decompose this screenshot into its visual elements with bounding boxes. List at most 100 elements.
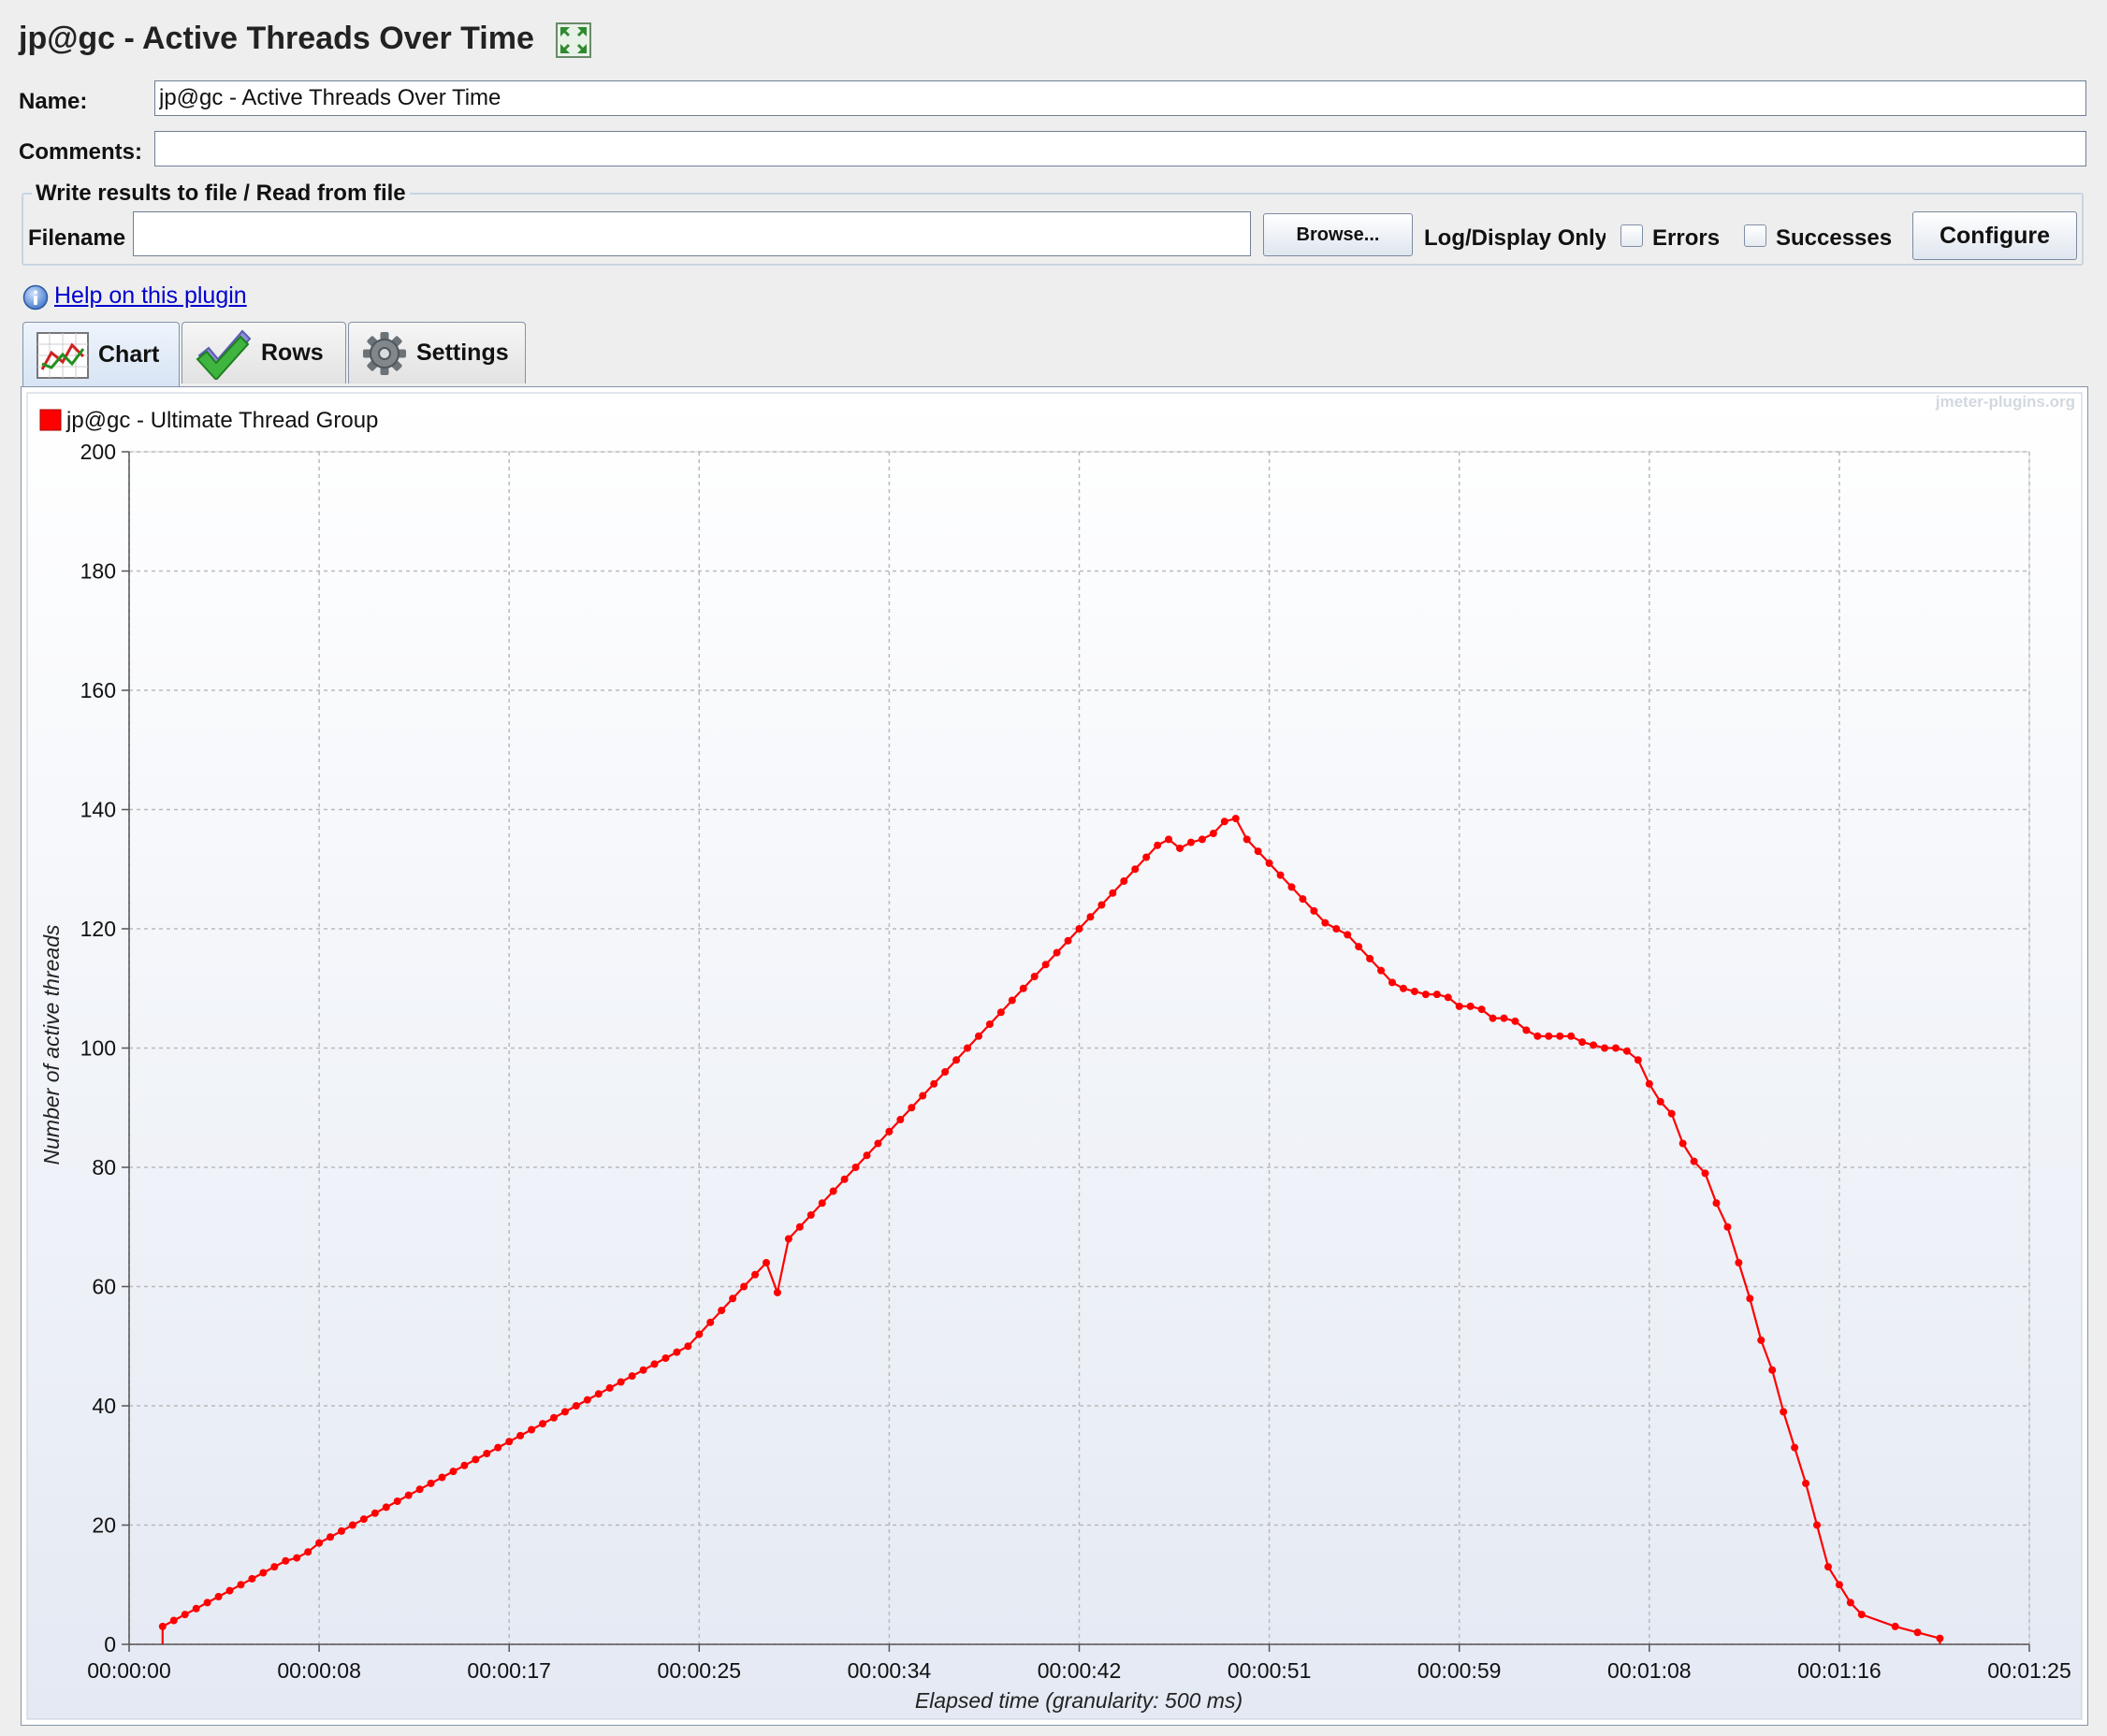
data-point — [795, 1222, 804, 1231]
data-point — [952, 1056, 961, 1064]
data-point — [673, 1348, 681, 1356]
data-point — [282, 1556, 290, 1565]
data-point — [1522, 1026, 1531, 1034]
data-point — [684, 1342, 692, 1351]
data-point — [169, 1616, 178, 1625]
successes-checkbox[interactable] — [1744, 224, 1766, 247]
data-point — [1489, 1014, 1497, 1022]
x-tick-label: 00:00:51 — [1228, 1658, 1312, 1683]
data-point — [1276, 871, 1285, 879]
data-point — [1410, 987, 1418, 995]
errors-checkbox[interactable] — [1620, 224, 1643, 247]
legend-swatch — [39, 409, 62, 431]
data-point — [818, 1199, 826, 1208]
x-tick-label: 00:01:16 — [1797, 1658, 1882, 1683]
y-tick-label: 120 — [80, 917, 116, 941]
data-point — [449, 1468, 458, 1476]
data-point — [617, 1378, 625, 1386]
data-point — [1891, 1622, 1899, 1630]
data-point — [359, 1515, 368, 1524]
x-axis-label: Elapsed time (granularity: 500 ms) — [915, 1688, 1242, 1713]
data-point — [1835, 1581, 1843, 1589]
data-point — [706, 1318, 715, 1326]
data-point — [203, 1599, 211, 1607]
data-point — [1556, 1032, 1564, 1040]
data-point — [729, 1295, 737, 1303]
data-point — [1656, 1097, 1664, 1106]
data-point — [315, 1539, 324, 1547]
data-point — [863, 1151, 871, 1160]
checkmark-icon — [196, 329, 252, 380]
data-point — [1936, 1634, 1944, 1642]
data-point — [393, 1497, 401, 1505]
errors-label: Errors — [1652, 225, 1721, 251]
name-input[interactable] — [154, 80, 2086, 116]
data-point — [1030, 973, 1039, 980]
chart-icon — [36, 331, 89, 379]
configure-button[interactable]: Configure — [1912, 211, 2077, 260]
data-point — [248, 1574, 256, 1583]
name-label: Name: — [19, 89, 88, 114]
window-title: jp@gc - Active Threads Over Time — [19, 21, 534, 56]
help-link[interactable]: Help on this plugin — [54, 282, 247, 309]
data-point — [751, 1270, 760, 1279]
data-point — [1813, 1521, 1822, 1529]
data-point — [1041, 961, 1050, 969]
data-point — [829, 1187, 837, 1195]
data-point — [1432, 991, 1441, 999]
data-point — [1846, 1599, 1854, 1607]
data-point — [1545, 1032, 1553, 1040]
data-point — [1198, 835, 1206, 844]
y-tick-label: 0 — [104, 1632, 116, 1656]
x-tick-label: 00:01:25 — [1987, 1658, 2071, 1683]
data-point — [896, 1116, 905, 1123]
data-point — [1791, 1443, 1799, 1452]
successes-label: Successes — [1776, 225, 1893, 251]
data-point — [1097, 901, 1106, 909]
data-point — [628, 1372, 636, 1381]
watermark: jmeter-plugins.org — [1935, 393, 2075, 411]
data-point — [1075, 925, 1083, 933]
data-point — [1622, 1047, 1631, 1055]
data-point — [605, 1383, 614, 1392]
data-point — [1377, 966, 1386, 975]
data-point — [158, 1622, 167, 1630]
data-point — [483, 1450, 491, 1457]
comments-input[interactable] — [154, 131, 2086, 166]
y-tick-label: 20 — [92, 1513, 116, 1538]
log-display-label: Log/Display Only — [1424, 225, 1606, 251]
data-point — [908, 1104, 916, 1112]
tab-settings[interactable]: Settings — [348, 322, 526, 383]
y-tick-label: 160 — [80, 678, 116, 702]
data-point — [1019, 984, 1027, 992]
filename-label: Filename — [28, 225, 126, 251]
data-point — [1366, 954, 1374, 962]
data-point — [1299, 895, 1307, 904]
data-point — [874, 1139, 882, 1148]
data-point — [337, 1526, 345, 1535]
data-point — [1466, 1002, 1475, 1010]
comments-label: Comments: — [19, 139, 143, 165]
maximize-icon[interactable] — [556, 22, 591, 58]
x-tick-label: 00:00:59 — [1417, 1658, 1502, 1683]
x-tick-label: 00:00:08 — [277, 1658, 361, 1683]
y-tick-label: 180 — [80, 559, 116, 584]
browse-button[interactable]: Browse... — [1263, 213, 1413, 256]
file-section-box — [22, 193, 2084, 266]
data-point — [438, 1473, 446, 1482]
data-point — [773, 1288, 781, 1296]
data-point — [1053, 948, 1061, 957]
tab-rows[interactable]: Rows — [182, 322, 346, 383]
data-point — [528, 1425, 536, 1434]
y-tick-label: 80 — [92, 1155, 116, 1179]
x-tick-label: 00:00:42 — [1038, 1658, 1122, 1683]
file-section-title: Write results to file / Read from file — [32, 181, 410, 207]
data-point — [1780, 1408, 1788, 1416]
filename-input[interactable] — [133, 211, 1251, 256]
data-point — [1388, 978, 1397, 987]
tab-chart[interactable]: Chart — [22, 322, 180, 387]
data-point — [382, 1503, 390, 1512]
data-point — [427, 1479, 435, 1487]
data-point — [806, 1211, 815, 1219]
data-point — [1154, 841, 1162, 849]
